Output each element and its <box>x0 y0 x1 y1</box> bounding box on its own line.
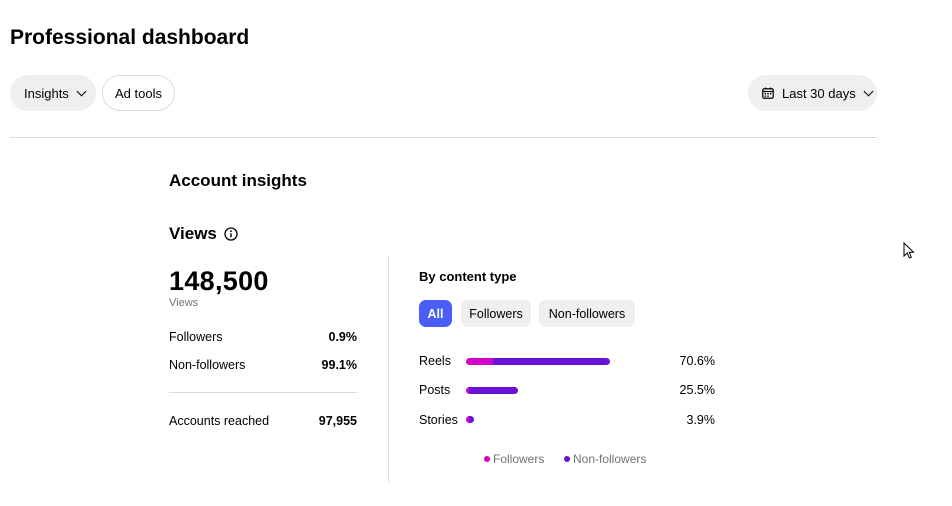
views-total-label: Views <box>169 297 199 309</box>
info-icon[interactable] <box>224 227 238 241</box>
tab-followers[interactable]: Followers <box>461 300 531 327</box>
bar-segment-followers <box>466 416 469 423</box>
chevron-down-icon <box>863 86 874 96</box>
bar-reels <box>466 358 610 365</box>
date-range-label: Last 30 days <box>782 85 856 101</box>
views-heading: Views <box>169 224 238 244</box>
stats-divider <box>169 392 357 393</box>
views-heading-label: Views <box>169 224 217 243</box>
legend-label: Followers <box>493 452 545 466</box>
stat-value: 99.1% <box>321 358 357 372</box>
bar-label-reels: Reels <box>419 354 451 368</box>
section-title: Account insights <box>169 171 307 190</box>
non-followers-dot-icon <box>564 456 570 462</box>
stat-row-non-followers: Non-followers 99.1% <box>169 358 357 372</box>
mouse-pointer-icon <box>903 242 915 259</box>
bar-percent-stories: 3.9% <box>686 413 716 427</box>
views-total: 148,500 <box>169 266 269 296</box>
bar-label-posts: Posts <box>419 383 451 397</box>
bar-segment-non-followers <box>469 387 518 394</box>
tab-non-followers[interactable]: Non-followers <box>539 300 635 327</box>
bar-segment-followers <box>466 358 494 365</box>
date-range-dropdown[interactable]: Last 30 days <box>748 75 877 111</box>
insights-label: Insights <box>24 85 69 101</box>
content-type-title: By content type <box>419 269 517 284</box>
stat-row-followers: Followers 0.9% <box>169 330 357 344</box>
stat-value: 97,955 <box>318 414 357 428</box>
stat-label: Non-followers <box>169 358 246 372</box>
ad-tools-button[interactable]: Ad tools <box>102 75 175 111</box>
stat-label: Followers <box>169 330 223 344</box>
legend-followers: Followers <box>484 452 544 466</box>
stat-row-accounts-reached: Accounts reached 97,955 <box>169 414 357 428</box>
bar-posts <box>466 387 518 394</box>
insights-dropdown-button[interactable]: Insights <box>10 75 96 111</box>
followers-dot-icon <box>484 456 490 462</box>
bar-segment-non-followers <box>469 416 474 423</box>
bar-label-stories: Stories <box>419 413 458 427</box>
bar-segment-followers <box>466 387 470 394</box>
page-title: Professional dashboard <box>10 26 250 49</box>
legend-label: Non-followers <box>573 452 647 466</box>
bar-segment-non-followers <box>493 358 610 365</box>
bar-percent-reels: 70.6% <box>679 354 715 368</box>
ad-tools-label: Ad tools <box>115 85 162 101</box>
calendar-icon <box>762 87 774 99</box>
stat-value: 0.9% <box>328 330 358 344</box>
chevron-down-icon <box>76 86 87 96</box>
header-divider <box>10 137 877 138</box>
stat-label: Accounts reached <box>169 414 270 428</box>
tab-all[interactable]: All <box>419 300 452 327</box>
column-divider <box>388 256 389 483</box>
bar-percent-posts: 25.5% <box>679 383 715 397</box>
legend-non-followers: Non-followers <box>564 452 646 466</box>
bar-stories <box>466 416 474 423</box>
